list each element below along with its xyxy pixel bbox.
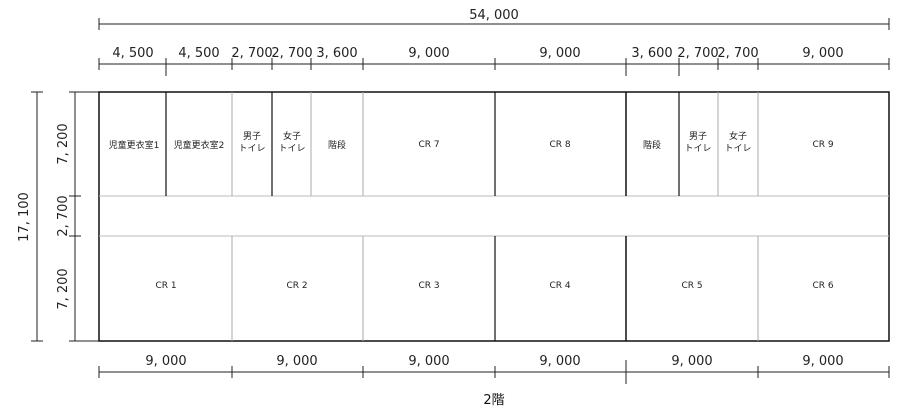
room-cr1: CR 1 <box>155 281 176 291</box>
room-cr6: CR 6 <box>812 281 833 291</box>
room-cr2: CR 2 <box>286 281 307 291</box>
floor-label: 2階 <box>483 393 504 408</box>
room-mens-toilet-1-l1: 男子 <box>243 131 261 142</box>
top-dim-1: 4, 500 <box>112 46 153 61</box>
top-dim-7: 9, 000 <box>539 46 580 61</box>
room-boys-changing-2: 児童更衣室2 <box>174 139 225 151</box>
bottom-dim-3: 9, 000 <box>408 354 449 369</box>
room-womens-toilet-2-l1: 女子 <box>729 130 747 142</box>
room-womens-toilet-1-l2: トイレ <box>278 144 305 154</box>
room-mens-toilet-2-l1: 男子 <box>689 131 707 142</box>
top-dim-2: 4, 500 <box>178 46 219 61</box>
room-womens-toilet-1-l1: 女子 <box>283 130 301 142</box>
top-dim-11: 9, 000 <box>802 46 843 61</box>
room-cr4: CR 4 <box>549 281 570 291</box>
building-outline <box>98 91 890 342</box>
top-dim-6: 9, 000 <box>408 46 449 61</box>
top-dim-5: 3, 600 <box>316 46 357 61</box>
room-cr5: CR 5 <box>681 281 702 291</box>
room-cr9: CR 9 <box>812 140 833 150</box>
top-dim-9: 2, 700 <box>677 46 718 61</box>
top-dim-3: 2, 700 <box>231 46 272 61</box>
bottom-dim-1: 9, 000 <box>145 354 186 369</box>
overall-width-dimension: 54, 000 <box>98 8 890 30</box>
bottom-dim-5: 9, 000 <box>671 354 712 369</box>
total-depth-label: 17, 100 <box>17 192 32 242</box>
overall-width-label: 54, 000 <box>469 8 519 23</box>
bottom-dim-6: 9, 000 <box>802 354 843 369</box>
top-dim-8: 3, 600 <box>631 46 672 61</box>
room-cr8: CR 8 <box>549 140 570 150</box>
top-dim-4: 2, 700 <box>271 46 312 61</box>
room-mens-toilet-2-l2: トイレ <box>684 144 711 154</box>
left-dim-1: 7, 200 <box>56 123 71 164</box>
room-mens-toilet-1-l2: トイレ <box>238 144 265 154</box>
top-dim-10: 2, 700 <box>717 46 758 61</box>
room-stairs-1: 階段 <box>328 139 346 151</box>
left-dim-3: 7, 200 <box>56 268 71 309</box>
room-stairs-2: 階段 <box>643 139 661 151</box>
bottom-segment-dimensions: 9, 000 9, 000 9, 000 9, 000 9, 000 9, 00… <box>98 354 890 384</box>
bottom-dim-2: 9, 000 <box>276 354 317 369</box>
room-cr7: CR 7 <box>418 140 439 150</box>
top-room-labels: 児童更衣室1 児童更衣室2 男子 トイレ 女子 トイレ 階段 CR 7 CR 8… <box>109 130 834 154</box>
left-dim-2: 2, 700 <box>56 195 71 236</box>
room-boys-changing-1: 児童更衣室1 <box>109 139 160 151</box>
bottom-room-labels: CR 1 CR 2 CR 3 CR 4 CR 5 CR 6 <box>155 281 833 291</box>
room-womens-toilet-2-l2: トイレ <box>724 144 751 154</box>
room-cr3: CR 3 <box>418 281 439 291</box>
left-dimensions: 17, 100 7, 200 2, 700 7, 200 <box>17 91 99 342</box>
bottom-dim-4: 9, 000 <box>539 354 580 369</box>
top-segment-dimensions: 4, 500 4, 500 2, 700 2, 700 3, 600 9, 00… <box>98 46 890 76</box>
